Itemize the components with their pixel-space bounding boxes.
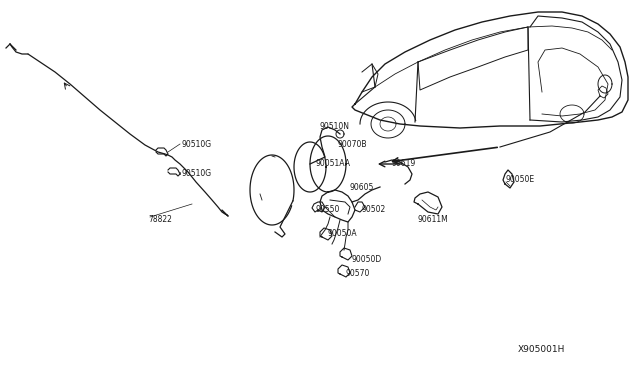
Text: 78822: 78822: [148, 215, 172, 224]
Text: 90510G: 90510G: [182, 170, 212, 179]
Text: X905001H: X905001H: [518, 345, 565, 354]
Text: 90051AA: 90051AA: [315, 160, 350, 169]
Text: 90570: 90570: [345, 269, 369, 279]
Text: 90050A: 90050A: [328, 230, 358, 238]
Text: 90611M: 90611M: [418, 215, 449, 224]
Text: 90510N: 90510N: [320, 122, 350, 131]
Text: 90510G: 90510G: [182, 140, 212, 148]
Text: 90070B: 90070B: [338, 140, 367, 148]
Text: 90050E: 90050E: [505, 176, 534, 185]
Text: 90050D: 90050D: [352, 256, 382, 264]
Text: 90502: 90502: [362, 205, 387, 215]
Text: 90605: 90605: [350, 183, 374, 192]
Text: 90619: 90619: [392, 160, 416, 169]
Text: 90550: 90550: [315, 205, 339, 215]
